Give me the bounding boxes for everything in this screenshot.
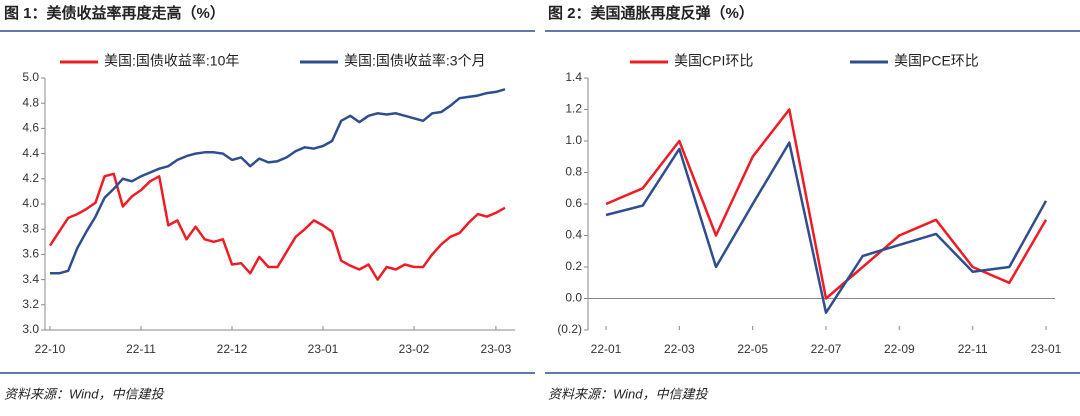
y-tick-label: 3.6 <box>22 247 39 261</box>
y-tick-label: 4.8 <box>22 95 39 109</box>
x-tick-label: 23-02 <box>399 342 430 356</box>
y-tick-label: 0.0 <box>565 291 582 305</box>
y-tick-label: 3.2 <box>22 297 39 311</box>
line-series <box>605 108 1048 300</box>
y-tick-label: 1.0 <box>565 133 582 147</box>
y-tick-label: 3.8 <box>22 221 39 235</box>
x-tick-label: 22-11 <box>126 342 156 356</box>
x-tick-label: 22-10 <box>35 342 66 356</box>
y-tick-label: 0.8 <box>565 165 582 179</box>
y-tick-label: (0.2) <box>557 322 582 336</box>
y-tick-label: 4.2 <box>22 171 39 185</box>
y-tick-label: 4.6 <box>22 121 39 135</box>
y-tick-label: 3.0 <box>22 322 39 336</box>
x-tick-label: 23-01 <box>1031 342 1062 356</box>
x-tick-label: 23-01 <box>308 342 339 356</box>
y-tick-label: 3.4 <box>22 272 39 286</box>
y-tick-label: 5.0 <box>22 70 39 84</box>
y-tick-label: 4.4 <box>22 146 39 160</box>
source: 资料来源：Wind，中信建投 <box>548 386 709 401</box>
y-tick-label: 1.2 <box>565 102 582 116</box>
legend-label: 美国:国债收益率:10年 <box>104 53 239 69</box>
y-tick-label: 1.4 <box>565 70 582 84</box>
line-series <box>605 141 1048 314</box>
x-tick-label: 22-05 <box>737 342 768 356</box>
chart-title: 图 1：美债收益率再度走高（%） <box>4 4 225 22</box>
x-tick-label: 22-11 <box>958 342 988 356</box>
legend-label: 美国:国债收益率:3个月 <box>344 53 486 69</box>
y-tick-label: 0.2 <box>565 259 582 273</box>
x-tick-label: 22-03 <box>664 342 695 356</box>
x-tick-label: 22-12 <box>217 342 248 356</box>
chart-title: 图 2：美国通胀再度反弹（%） <box>548 4 754 22</box>
legend-label: 美国PCE环比 <box>894 53 979 69</box>
x-tick-label: 22-09 <box>884 342 915 356</box>
y-tick-label: 0.6 <box>565 196 582 210</box>
line-series <box>50 88 506 275</box>
x-tick-label: 23-03 <box>481 342 512 356</box>
y-tick-label: 0.4 <box>565 228 582 242</box>
legend-label: 美国CPI环比 <box>674 53 753 69</box>
source: 资料来源：Wind，中信建投 <box>4 386 165 401</box>
y-tick-label: 4.0 <box>22 196 39 210</box>
line-series <box>48 172 506 281</box>
x-tick-label: 22-07 <box>811 342 842 356</box>
x-tick-label: 22-01 <box>591 342 622 356</box>
